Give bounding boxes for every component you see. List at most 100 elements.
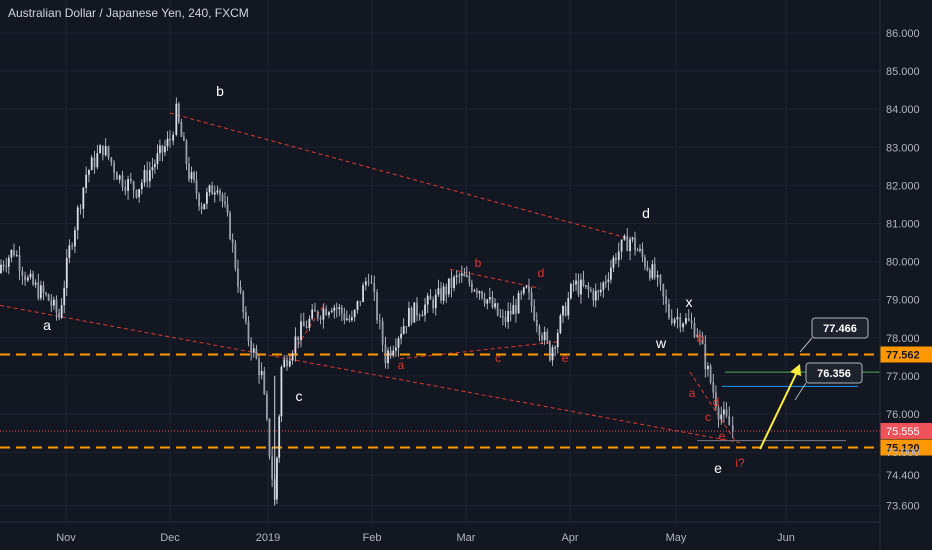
candle-body bbox=[24, 275, 26, 281]
candle-body bbox=[458, 275, 461, 277]
blue-callout-pointer bbox=[794, 382, 807, 401]
candle-body bbox=[280, 366, 283, 417]
candle-body bbox=[623, 235, 626, 240]
candle-body bbox=[636, 250, 639, 252]
candle-body bbox=[283, 359, 286, 367]
candle-body bbox=[577, 280, 580, 295]
candle-body bbox=[255, 348, 258, 359]
candle-body bbox=[52, 299, 55, 306]
wave-label-red: e bbox=[719, 429, 726, 443]
candle-body bbox=[74, 230, 76, 247]
candle-body bbox=[546, 331, 549, 342]
candle-body bbox=[82, 187, 85, 209]
candle-body bbox=[138, 189, 141, 198]
candle-body bbox=[670, 317, 673, 324]
candle-body bbox=[90, 157, 93, 171]
green-target-callout bbox=[811, 317, 869, 339]
y-tick-label: 79.000 bbox=[886, 295, 920, 307]
candle-body bbox=[592, 291, 595, 301]
wave-label-white: x bbox=[686, 294, 693, 310]
candle-body bbox=[634, 237, 636, 251]
candle-body bbox=[520, 293, 523, 295]
candle-body bbox=[699, 334, 701, 337]
candle-body bbox=[728, 415, 731, 426]
candle-body bbox=[387, 350, 389, 364]
candle-body bbox=[481, 291, 483, 299]
candle-body bbox=[198, 193, 200, 207]
candle-body bbox=[541, 335, 543, 340]
candle-body bbox=[530, 292, 533, 307]
yellow-arrow-head bbox=[790, 364, 801, 376]
candle-body bbox=[146, 170, 149, 182]
candle-body bbox=[330, 310, 333, 313]
candle-body bbox=[626, 235, 629, 252]
wave-label-white: w bbox=[655, 335, 667, 351]
lower-orange-level-tag bbox=[880, 439, 932, 456]
candle-body bbox=[50, 300, 53, 306]
candle-body bbox=[486, 299, 489, 304]
drawings: 77.466 76.356 bbox=[697, 317, 880, 450]
candle-body bbox=[93, 157, 96, 168]
candle-body bbox=[515, 305, 517, 314]
candle-body bbox=[676, 316, 679, 320]
candle-body bbox=[389, 350, 392, 356]
candle-body bbox=[693, 323, 696, 337]
candle-body bbox=[258, 358, 260, 376]
candle-body bbox=[594, 290, 597, 301]
candle-body bbox=[488, 297, 491, 300]
candle-body bbox=[350, 317, 353, 321]
wave-label-red: c bbox=[495, 351, 501, 365]
candle-body bbox=[617, 251, 620, 261]
candle-body bbox=[113, 162, 115, 173]
candle-body bbox=[575, 280, 577, 285]
candle-body bbox=[85, 174, 88, 188]
current-price-tag bbox=[880, 422, 932, 439]
wave-label-red: c bbox=[705, 410, 711, 424]
candle-body bbox=[45, 292, 47, 295]
candle-body bbox=[300, 321, 302, 341]
candle-body bbox=[177, 103, 180, 122]
candle-body bbox=[338, 307, 341, 310]
wave-bd-line bbox=[449, 268, 541, 289]
candle-body bbox=[343, 313, 346, 321]
candle-body bbox=[200, 206, 203, 210]
candle-body bbox=[651, 264, 654, 279]
candle-body bbox=[717, 407, 720, 420]
candle-body bbox=[731, 425, 734, 432]
wave-label-red: b bbox=[697, 331, 704, 345]
candle-body bbox=[509, 310, 512, 315]
candle-body bbox=[278, 416, 281, 458]
x-tick-label: Mar bbox=[457, 532, 476, 544]
candle-body bbox=[42, 285, 45, 293]
candle-body bbox=[447, 278, 450, 295]
wave-ace-line bbox=[399, 341, 561, 360]
candle-body bbox=[348, 318, 351, 321]
y-tick-label: 76.000 bbox=[886, 409, 920, 421]
candle-body bbox=[585, 285, 587, 287]
y-tick-label: 75.000 bbox=[886, 447, 920, 459]
candle-body bbox=[356, 301, 359, 310]
candle-body bbox=[102, 145, 104, 156]
upper-trendline bbox=[169, 112, 631, 240]
candle-body bbox=[288, 360, 291, 367]
candle-body bbox=[5, 266, 8, 268]
candle-body bbox=[402, 326, 405, 334]
candle-body bbox=[219, 190, 221, 195]
y-tick-label: 73.600 bbox=[886, 500, 920, 512]
candle-body bbox=[554, 347, 557, 349]
candle-body bbox=[135, 189, 138, 198]
candle-body bbox=[424, 304, 426, 316]
wave-label-white: d bbox=[642, 205, 650, 221]
candle-body bbox=[421, 315, 424, 317]
candle-body bbox=[548, 341, 551, 361]
candle-body bbox=[499, 315, 502, 317]
candle-body bbox=[707, 365, 709, 370]
candle-body bbox=[580, 279, 582, 295]
candle-body bbox=[242, 291, 245, 313]
candle-body bbox=[175, 103, 178, 135]
candle-body bbox=[213, 192, 216, 195]
candle-body bbox=[216, 190, 219, 193]
candle-body bbox=[190, 172, 193, 180]
candle-body bbox=[104, 146, 107, 156]
